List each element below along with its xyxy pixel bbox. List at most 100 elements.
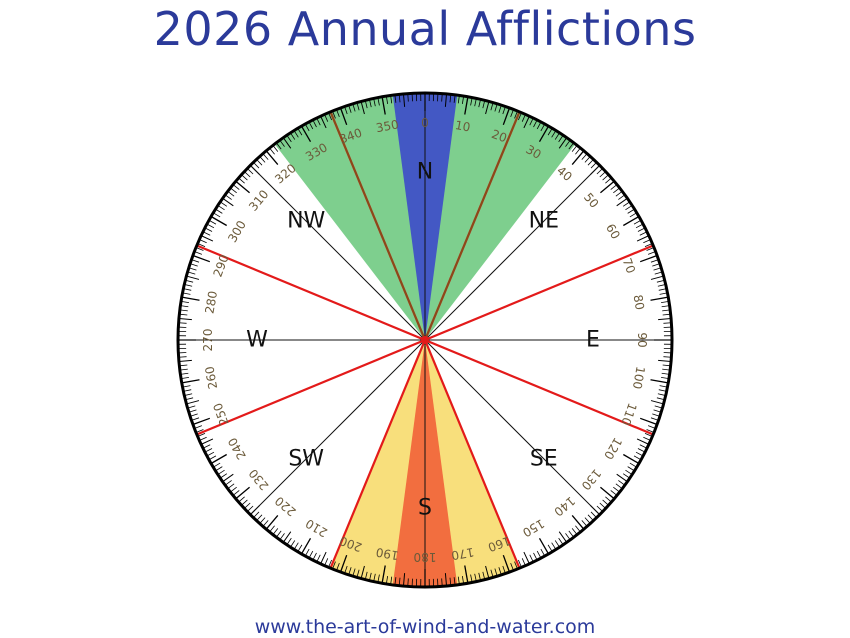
- degree-label: 250: [211, 401, 232, 427]
- degree-tick: [658, 317, 672, 321]
- degree-tick: [282, 137, 292, 149]
- degree-tick: [485, 565, 490, 579]
- degree-label: 30: [523, 142, 543, 162]
- degree-label: 290: [211, 253, 232, 279]
- degree-tick: [381, 96, 386, 115]
- degree-tick: [282, 531, 292, 543]
- degree-label: 140: [551, 494, 578, 519]
- degree-tick: [320, 551, 327, 565]
- degree-tick: [658, 359, 672, 363]
- direction-label-se: SE: [530, 446, 558, 471]
- direction-label-w: W: [246, 328, 268, 353]
- degree-tick: [381, 565, 386, 584]
- degree-tick: [571, 150, 585, 165]
- degree-label: 310: [246, 187, 271, 214]
- degree-tick: [444, 573, 448, 587]
- degree-tick: [639, 417, 658, 426]
- degree-label: 0: [421, 116, 429, 130]
- degree-tick: [235, 486, 250, 500]
- degree-label: 230: [246, 466, 271, 493]
- degree-tick: [300, 537, 312, 555]
- degree-tick: [636, 438, 650, 445]
- degree-tick: [616, 197, 628, 207]
- degree-tick: [339, 107, 348, 126]
- degree-label: 70: [620, 256, 638, 275]
- degree-label: 180: [414, 550, 437, 564]
- degree-tick: [186, 400, 200, 405]
- degree-label: 150: [520, 516, 547, 540]
- degree-tick: [523, 115, 530, 129]
- degree-tick: [639, 254, 658, 263]
- degree-tick: [300, 125, 312, 143]
- degree-label: 270: [201, 329, 215, 352]
- degree-tick: [210, 453, 228, 465]
- degree-tick: [650, 400, 664, 405]
- brown-sector-lines: [329, 111, 521, 341]
- degree-tick: [558, 531, 568, 543]
- degree-label: 130: [579, 466, 604, 493]
- direction-label-e: E: [586, 328, 600, 353]
- degree-tick: [558, 137, 568, 149]
- degree-tick: [402, 93, 406, 107]
- degree-tick: [360, 101, 365, 115]
- degree-tick: [502, 107, 511, 126]
- degree-tick: [178, 359, 192, 363]
- degree-tick: [650, 379, 669, 384]
- degree-tick: [538, 537, 550, 555]
- degree-tick: [181, 379, 200, 384]
- degree-tick: [600, 486, 615, 500]
- center-point: [421, 336, 429, 344]
- degree-tick: [339, 554, 348, 573]
- degree-tick: [192, 417, 211, 426]
- degree-label: 60: [603, 221, 623, 241]
- degree-label: 10: [454, 118, 471, 134]
- brown-sector-line: [424, 111, 521, 341]
- degree-label: 20: [490, 127, 509, 145]
- degree-tick: [650, 275, 664, 280]
- degree-label: 110: [618, 401, 639, 427]
- degree-label: 220: [272, 494, 299, 519]
- degree-tick: [622, 215, 640, 227]
- direction-labels: N NE E SE S SW W NW: [246, 160, 600, 521]
- degree-label: 190: [375, 545, 400, 563]
- degree-tick: [265, 515, 279, 530]
- direction-label-n: N: [417, 160, 433, 185]
- degree-tick: [222, 473, 234, 483]
- degree-tick: [402, 573, 406, 587]
- degree-tick: [523, 551, 530, 565]
- degree-tick: [636, 235, 650, 242]
- degree-tick: [464, 565, 469, 584]
- degree-tick: [538, 125, 550, 143]
- direction-label-ne: NE: [529, 209, 559, 234]
- degree-label: 240: [225, 435, 249, 462]
- degree-tick: [622, 453, 640, 465]
- direction-label-nw: NW: [287, 209, 325, 234]
- degree-tick: [186, 275, 200, 280]
- degree-tick: [444, 93, 448, 107]
- degree-tick: [235, 180, 250, 194]
- degree-label: 80: [630, 294, 646, 311]
- direction-label-sw: SW: [288, 446, 324, 471]
- degree-tick: [200, 235, 214, 242]
- degree-label: 300: [225, 218, 249, 245]
- degree-tick: [222, 197, 234, 207]
- degree-tick: [200, 438, 214, 445]
- degree-tick: [210, 215, 228, 227]
- page-title: 2026 Annual Afflictions: [153, 2, 697, 56]
- degree-label: 280: [202, 290, 220, 315]
- degree-tick: [571, 515, 585, 530]
- degree-label: 260: [202, 365, 220, 390]
- degree-tick: [192, 254, 211, 263]
- footer-website-link[interactable]: www.the-art-of-wind-and-water.com: [254, 616, 596, 638]
- degree-label: 100: [630, 365, 648, 390]
- direction-label-s: S: [418, 496, 432, 521]
- degree-label: 50: [581, 190, 602, 211]
- degree-label: 210: [303, 516, 330, 540]
- degree-tick: [600, 180, 615, 194]
- degree-tick: [485, 101, 490, 115]
- degree-tick: [178, 317, 192, 321]
- compass-rim: [176, 91, 674, 589]
- degree-label: 120: [601, 435, 625, 462]
- degree-tick: [181, 296, 200, 301]
